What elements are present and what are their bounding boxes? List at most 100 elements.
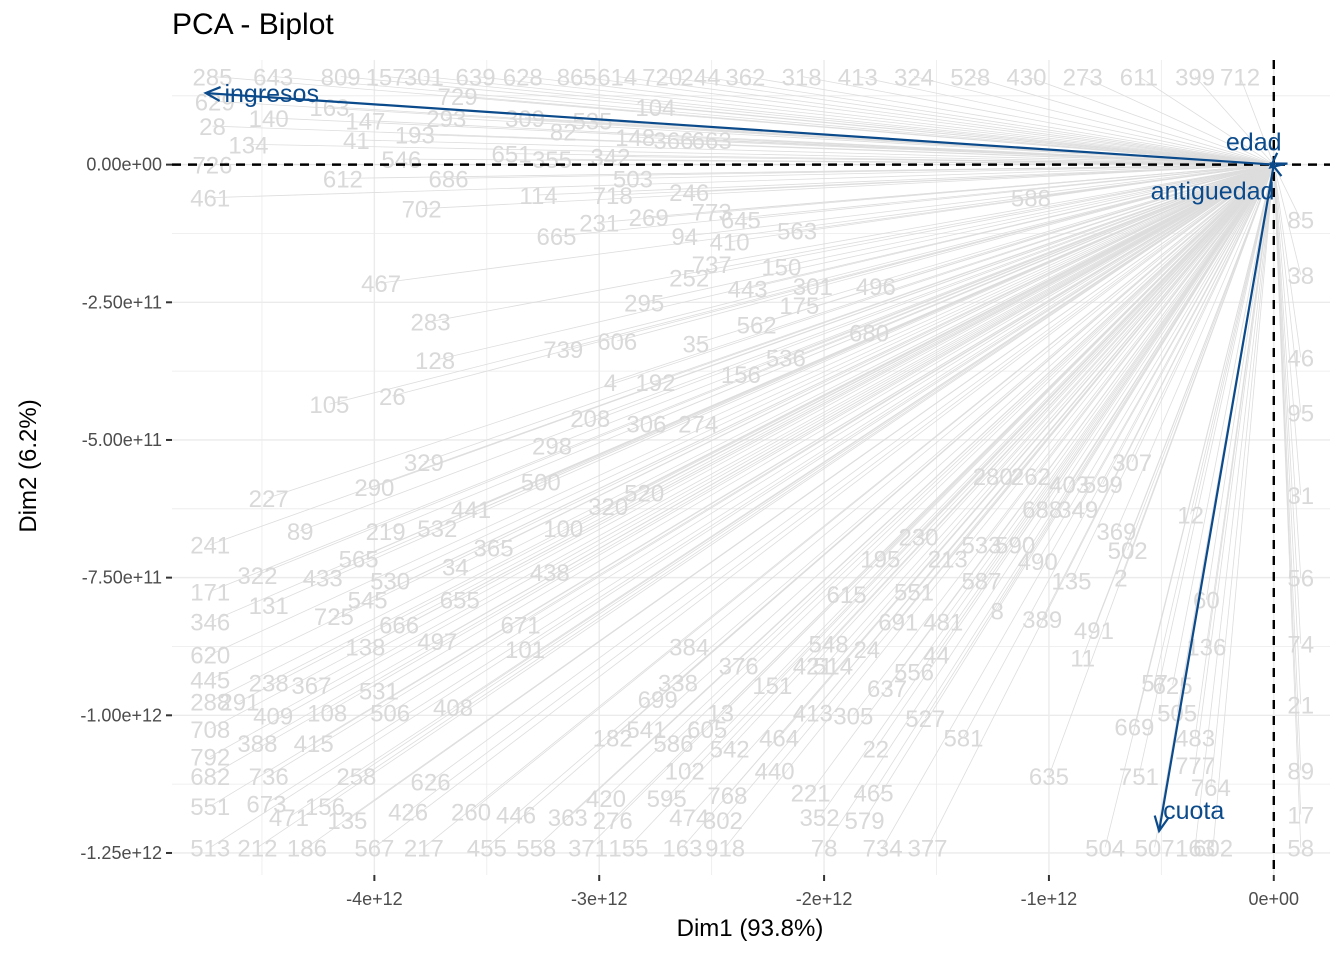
point-label: 665	[536, 224, 576, 251]
point-segment	[212, 76, 1274, 166]
point-segment	[268, 164, 1274, 499]
point-label: 514	[813, 654, 853, 681]
point-label: 520	[624, 480, 664, 507]
point-segment	[273, 76, 1274, 166]
point-label: 148	[615, 125, 655, 152]
point-label: 156	[721, 362, 761, 389]
point-label: 588	[1011, 186, 1051, 213]
point-label: 138	[345, 634, 385, 661]
point-label: 302	[703, 808, 743, 835]
point-label: 680	[849, 321, 889, 348]
point-label: 193	[395, 122, 435, 149]
point-label: 403	[1049, 472, 1089, 499]
point-segment	[326, 164, 1274, 713]
point-segment	[1210, 164, 1275, 787]
point-segment	[605, 164, 1275, 799]
point-label: 639	[456, 65, 496, 92]
point-label: 764	[1191, 775, 1231, 802]
point-label: 620	[190, 643, 230, 670]
point-segment	[374, 164, 1275, 848]
point-segment	[322, 164, 1274, 579]
point-label: 702	[402, 197, 442, 224]
point-segment	[738, 164, 1275, 667]
point-segment	[398, 164, 1274, 625]
point-segment	[1082, 164, 1275, 658]
point-label: 89	[287, 519, 314, 546]
point-label: 645	[721, 208, 761, 235]
point-label: 558	[516, 835, 556, 862]
point-label: 536	[766, 345, 806, 372]
point-label: 274	[678, 411, 718, 438]
point-segment	[551, 164, 1274, 446]
point-segment	[918, 164, 1275, 537]
point-segment	[210, 164, 1274, 545]
point-label: 230	[898, 524, 938, 551]
point-label: 38	[1287, 263, 1314, 290]
point-label: 739	[543, 337, 583, 364]
point-segment	[832, 164, 1275, 667]
point-label: 285	[192, 65, 232, 92]
point-segment	[576, 76, 1274, 166]
point-label: 22	[862, 736, 889, 763]
point-segment	[924, 164, 1275, 719]
point-segment	[1116, 164, 1275, 531]
point-segment	[389, 164, 1274, 713]
point-label: 306	[626, 411, 666, 438]
point-label: 241	[190, 533, 230, 560]
point-label: 26	[379, 384, 406, 411]
point-segment	[210, 164, 1274, 592]
point-label: 541	[626, 717, 666, 744]
point-label: 734	[863, 835, 903, 862]
point-label: 497	[417, 629, 457, 656]
point-segment	[1172, 164, 1275, 686]
point-label: 151	[752, 673, 792, 700]
point-segment	[210, 164, 1275, 848]
point-segment	[981, 164, 1275, 545]
point-segment	[1273, 164, 1302, 705]
point-label: 388	[237, 731, 277, 758]
point-segment	[288, 164, 1275, 818]
point-segment	[381, 164, 1274, 284]
point-label: 365	[474, 535, 514, 562]
point-label: 186	[287, 835, 327, 862]
point-segment	[996, 164, 1275, 611]
variable-arrows: ingresos edad antiguedad cuota	[203, 80, 1288, 834]
point-segment	[378, 164, 1274, 691]
point-label: 135	[1051, 568, 1091, 595]
point-label: 551	[190, 794, 230, 821]
point-label: 346	[190, 610, 230, 637]
point-segment	[556, 164, 1274, 237]
point-label: 691	[878, 610, 918, 637]
point-label: 792	[190, 745, 230, 772]
point-segment	[1102, 164, 1275, 485]
point-label: 28	[199, 114, 226, 141]
point-label: 217	[404, 835, 444, 862]
point-segment	[781, 164, 1274, 267]
point-label: 726	[192, 153, 232, 180]
point-label: 666	[379, 612, 419, 639]
point-label: 669	[1114, 714, 1154, 741]
point-label: 366	[653, 128, 693, 155]
point-segment	[1194, 164, 1275, 848]
point-label: 467	[361, 271, 401, 298]
point-segment	[688, 164, 1275, 647]
point-label: 527	[905, 706, 945, 733]
point-label: 309	[505, 106, 545, 133]
point-segment	[524, 164, 1275, 650]
point-label: 2	[1114, 566, 1127, 593]
point-label: 410	[710, 230, 750, 257]
point-label: 34	[442, 555, 469, 582]
point-label: 301	[793, 274, 833, 301]
point-segment	[268, 164, 1274, 777]
point-segment	[268, 164, 1274, 683]
point-label: 371	[568, 835, 608, 862]
point-segment	[549, 164, 1274, 573]
point-segment	[1194, 164, 1275, 765]
point-segment	[673, 139, 1274, 166]
point-label: 192	[635, 370, 675, 397]
point-label: 221	[791, 780, 831, 807]
point-label: 156	[305, 794, 345, 821]
point-label: 291	[219, 690, 259, 717]
point-segment	[268, 164, 1274, 606]
point-label: 208	[570, 406, 610, 433]
